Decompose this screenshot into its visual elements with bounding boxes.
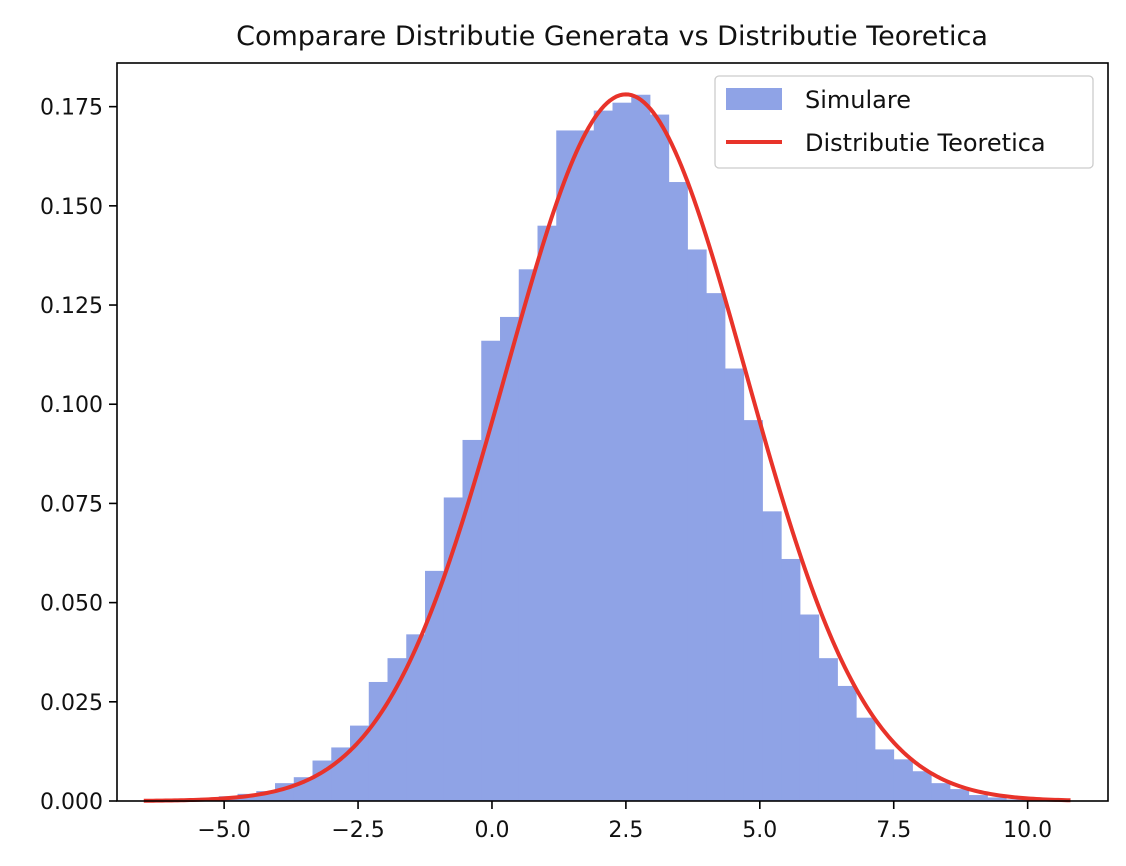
theoretical-curve-layer <box>143 92 1071 803</box>
histogram-bar <box>443 497 463 801</box>
y-tick-label: 0.075 <box>40 492 103 517</box>
x-tick-label: 2.5 <box>608 818 643 843</box>
histogram-bar <box>762 511 782 801</box>
histogram-bar <box>818 658 838 801</box>
histogram-bar <box>856 717 876 801</box>
histogram-bar <box>687 249 707 802</box>
histogram-bar <box>837 685 857 801</box>
x-tick-label: −5.0 <box>197 818 250 843</box>
histogram-bar <box>425 570 445 801</box>
histogram-bar <box>537 225 557 801</box>
x-tick-label: −2.5 <box>331 818 384 843</box>
histogram-bar <box>743 420 763 801</box>
histogram-bar <box>912 771 932 801</box>
histogram-bar <box>256 791 276 801</box>
histogram-bars <box>143 94 1045 802</box>
y-axis: 0.000 0.025 0.050 0.075 0.100 0.125 0.150 0.175 <box>40 96 117 815</box>
histogram-bar <box>799 614 820 801</box>
histogram-bar <box>368 681 388 801</box>
x-tick-label: 5.0 <box>742 818 777 843</box>
histogram-bar <box>987 797 1007 801</box>
x-axis: −5.0 −2.5 0.0 2.5 5.0 7.5 10.0 <box>197 801 1052 843</box>
x-tick-label: 10.0 <box>1003 818 1052 843</box>
y-tick-label: 0.000 <box>40 790 103 815</box>
x-tick-label: 0.0 <box>474 818 509 843</box>
chart-title: Comparare Distributie Generata vs Distri… <box>236 21 988 52</box>
histogram-bar <box>406 634 426 801</box>
plot-frame <box>116 62 1109 802</box>
histogram-bar <box>593 110 613 802</box>
histogram-bar <box>631 94 651 802</box>
histogram-bar <box>650 114 670 801</box>
histogram-bar <box>874 749 895 801</box>
series-line-distributie-teoretica <box>143 92 1071 803</box>
histogram-bar <box>387 658 407 801</box>
histogram-bar <box>893 759 913 801</box>
legend-swatch-simulare <box>726 88 782 110</box>
y-tick-label: 0.050 <box>40 592 103 617</box>
histogram-bar <box>481 340 501 801</box>
y-tick-label: 0.175 <box>40 96 103 121</box>
histogram-bar <box>500 316 520 801</box>
y-tick-label: 0.100 <box>40 393 103 418</box>
histogram-bar <box>575 130 595 801</box>
histogram-bar <box>706 293 726 801</box>
x-tick-label: 7.5 <box>876 818 911 843</box>
legend-label-distributie-teoretica: Distributie Teoretica <box>805 129 1046 157</box>
histogram-bar <box>668 182 688 801</box>
histogram-bar <box>518 269 538 801</box>
legend-label-simulare: Simulare <box>805 86 911 114</box>
y-tick-label: 0.025 <box>40 691 103 716</box>
histogram-bar <box>931 783 951 801</box>
legend-box <box>714 75 1094 169</box>
histogram-bar <box>462 439 482 801</box>
histogram-bar <box>556 130 576 801</box>
histogram-bar <box>350 725 370 801</box>
histogram-bar <box>949 789 970 801</box>
histogram-bar <box>968 795 988 801</box>
legend: Simulare Distributie Teoretica <box>714 75 1094 169</box>
histogram-bar <box>781 558 801 801</box>
histogram-bar <box>612 102 632 802</box>
histogram-bar <box>724 368 745 801</box>
y-tick-label: 0.125 <box>40 294 103 319</box>
y-tick-label: 0.150 <box>40 195 103 220</box>
